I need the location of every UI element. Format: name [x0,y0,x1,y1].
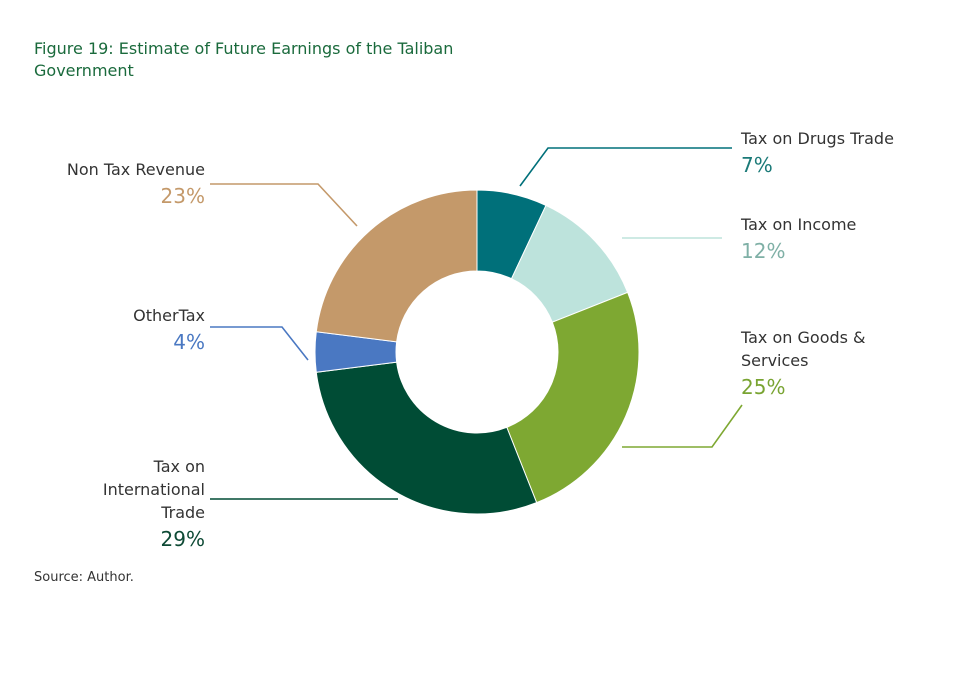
leader-line-tax-on-drugs-trade [519,147,732,187]
label-name-tax-on-income: Tax on Income [740,215,856,234]
label-value-tax-on-goods-services: 25% [741,375,785,399]
leader-line-tax-on-goods-services [622,404,743,448]
chart-title: Figure 19: Estimate of Future Earnings o… [34,39,454,80]
label-name-othertax: OtherTax [133,306,205,325]
slice-tax-on-international-trade [315,361,538,515]
label-value-tax-on-drugs-trade: 7% [741,153,773,177]
label-name-tax-on-goods-services: Tax on Goods & Services [740,328,866,370]
label-name-tax-on-international-trade: Tax on International Trade [103,457,205,522]
source-note: Source: Author. [34,570,134,585]
label-value-tax-on-international-trade: 29% [161,527,205,551]
slice-tax-on-goods-services [506,291,640,504]
label-value-othertax: 4% [173,330,205,354]
label-value-non-tax-revenue: 23% [161,184,205,208]
leader-line-non-tax-revenue [210,183,358,227]
slice-non-tax-revenue [315,189,478,343]
label-name-non-tax-revenue: Non Tax Revenue [67,160,205,179]
leader-line-othertax [210,326,309,361]
label-name-tax-on-drugs-trade: Tax on Drugs Trade [740,129,894,148]
label-value-tax-on-income: 12% [741,239,785,263]
